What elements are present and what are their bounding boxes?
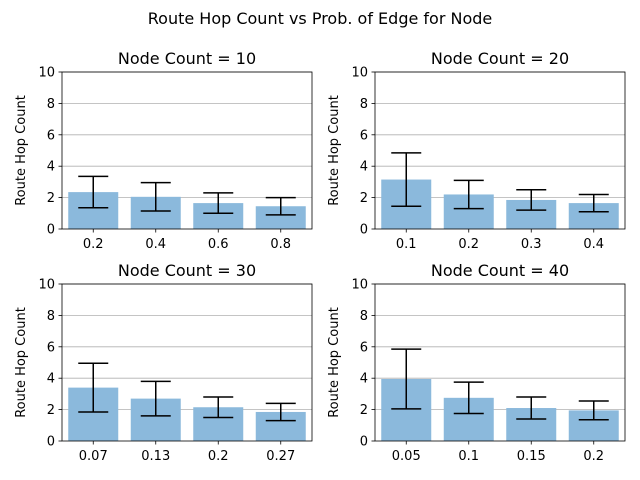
x-tick-label-3: 0.2 bbox=[208, 449, 229, 464]
x-tick-label-1: 0.2 bbox=[83, 237, 104, 252]
x-tick-label-4: 0.8 bbox=[270, 237, 291, 252]
x-tick-label-3: 0.15 bbox=[517, 449, 546, 464]
y-tick-label-5: 10 bbox=[351, 278, 368, 293]
y-tick-label-0: 0 bbox=[360, 223, 368, 238]
figure-suptitle: Route Hop Count vs Prob. of Edge for Nod… bbox=[148, 9, 493, 28]
y-axis-label: Route Hop Count bbox=[327, 95, 342, 206]
y-tick-label-4: 8 bbox=[47, 309, 55, 324]
subplot-2: 0 2 4 6 8 10 0.1 0.2 0.3 0.4 Node Count = 20 Route … bbox=[327, 49, 626, 252]
y-tick-label-0: 0 bbox=[47, 435, 55, 450]
bar-4 bbox=[255, 206, 306, 229]
y-axis-label: Route Hop Count bbox=[14, 95, 29, 206]
subplot-title: Node Count = 10 bbox=[118, 49, 256, 68]
x-tick-label-1: 0.07 bbox=[79, 449, 108, 464]
subplot-4: 0 2 4 6 8 10 0.05 0.1 0.15 0.2 Node Count = 40 Rout… bbox=[327, 261, 626, 464]
y-tick-label-2: 4 bbox=[47, 160, 55, 175]
subplot-title: Node Count = 40 bbox=[431, 261, 569, 280]
subplot-3: 0 2 4 6 8 10 0.07 0.13 0.2 0.27 Node Count = 30 Rou… bbox=[14, 261, 313, 464]
x-tick-label-3: 0.6 bbox=[208, 237, 229, 252]
x-tick-label-2: 0.2 bbox=[458, 237, 479, 252]
x-tick-label-4: 0.27 bbox=[266, 449, 295, 464]
y-tick-label-1: 2 bbox=[47, 191, 55, 206]
x-tick-label-2: 0.1 bbox=[458, 449, 479, 464]
y-tick-label-5: 10 bbox=[351, 66, 368, 81]
x-tick-label-4: 0.4 bbox=[583, 237, 604, 252]
x-tick-label-2: 0.4 bbox=[145, 237, 166, 252]
y-tick-label-2: 4 bbox=[47, 372, 55, 387]
axes-frame bbox=[374, 283, 626, 442]
y-tick-label-1: 2 bbox=[360, 403, 368, 418]
subplot-grid: 0 2 4 6 8 10 0.2 0.4 0.6 0.8 Node Count = 10 Route … bbox=[14, 49, 626, 464]
subplot-title: Node Count = 20 bbox=[431, 49, 569, 68]
y-tick-label-5: 10 bbox=[38, 278, 55, 293]
y-tick-label-2: 4 bbox=[360, 372, 368, 387]
y-tick-label-4: 8 bbox=[360, 97, 368, 112]
axes-frame bbox=[61, 283, 313, 442]
x-tick-label-4: 0.2 bbox=[583, 449, 604, 464]
x-tick-label-2: 0.13 bbox=[141, 449, 170, 464]
y-tick-label-1: 2 bbox=[360, 191, 368, 206]
y-tick-label-5: 10 bbox=[38, 66, 55, 81]
subplot-1: 0 2 4 6 8 10 0.2 0.4 0.6 0.8 Node Count = 10 Route … bbox=[14, 49, 313, 252]
axes-frame bbox=[61, 71, 313, 230]
y-tick-label-3: 6 bbox=[360, 128, 368, 143]
subplot-title: Node Count = 30 bbox=[118, 261, 256, 280]
y-tick-label-3: 6 bbox=[47, 128, 55, 143]
axes-frame bbox=[374, 71, 626, 230]
y-tick-label-4: 8 bbox=[360, 309, 368, 324]
y-tick-label-2: 4 bbox=[360, 160, 368, 175]
y-tick-label-3: 6 bbox=[47, 340, 55, 355]
y-axis-label: Route Hop Count bbox=[327, 307, 342, 418]
x-tick-label-1: 0.1 bbox=[396, 237, 417, 252]
y-tick-label-3: 6 bbox=[360, 340, 368, 355]
x-tick-label-1: 0.05 bbox=[392, 449, 421, 464]
y-tick-label-1: 2 bbox=[47, 403, 55, 418]
y-tick-label-4: 8 bbox=[47, 97, 55, 112]
y-tick-label-0: 0 bbox=[360, 435, 368, 450]
x-tick-label-3: 0.3 bbox=[521, 237, 542, 252]
y-tick-label-0: 0 bbox=[47, 223, 55, 238]
y-axis-label: Route Hop Count bbox=[14, 307, 29, 418]
